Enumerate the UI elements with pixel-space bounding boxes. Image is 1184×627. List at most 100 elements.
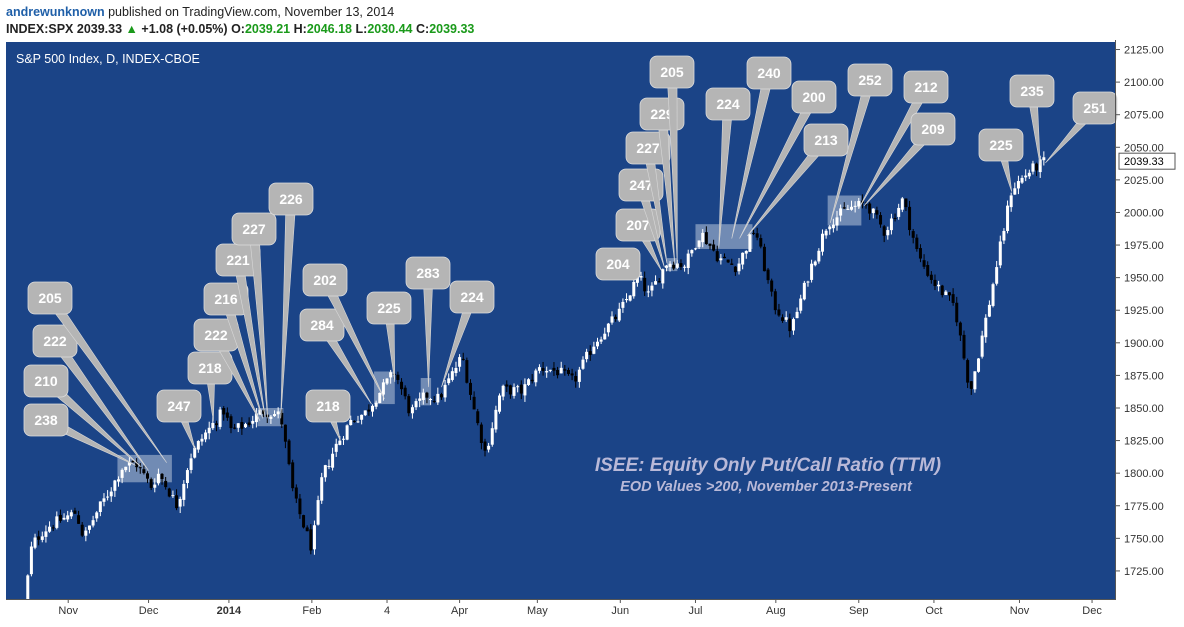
candle-body: [911, 231, 915, 238]
callout-bubble: [268, 182, 314, 216]
candle-body: [218, 409, 222, 427]
price-chart[interactable]: 238 210 222 205 247 218 222 216 221 227 226 218 284 2…: [0, 40, 1184, 627]
last-price-marker: 2039.33: [1118, 152, 1176, 170]
candle-body: [193, 447, 197, 458]
candle-body: [273, 414, 277, 417]
candle-body: [679, 263, 683, 267]
candle-body: [283, 424, 287, 442]
callout-bubble: [910, 112, 956, 146]
candle-body: [628, 295, 632, 301]
open-label: O:: [231, 22, 245, 36]
callout-bubble: [595, 247, 641, 281]
candle-body: [131, 460, 135, 463]
candle-body: [795, 311, 799, 319]
callout-bubble: [23, 403, 69, 437]
y-tick-label: 1925.00: [1124, 305, 1164, 317]
candle-body: [864, 204, 868, 206]
candle-body: [737, 263, 741, 272]
callout-bubble: [1072, 91, 1118, 125]
author-link[interactable]: andrewunknown: [6, 5, 105, 19]
candle-body: [802, 282, 806, 300]
candle-body: [222, 408, 226, 415]
low-label: L:: [355, 22, 368, 36]
callout: 251: [1045, 91, 1118, 164]
published-text: published on TradingView.com, November 1…: [108, 5, 395, 19]
candle-body: [715, 251, 719, 262]
candle-body: [868, 203, 872, 214]
candle-body: [1027, 172, 1031, 177]
candle-body: [352, 420, 356, 422]
candle-body: [806, 281, 810, 283]
callout: 227: [625, 131, 671, 264]
candle-body: [570, 373, 574, 376]
callout: 218: [305, 389, 351, 441]
candle-body: [759, 238, 763, 247]
candle-body: [766, 269, 770, 281]
candle-body: [305, 527, 309, 532]
candle-body: [813, 261, 817, 266]
candle-body: [755, 233, 759, 238]
open-value: 2039.21: [244, 22, 291, 36]
y-tick-label: 1800.00: [1124, 468, 1164, 480]
callout-label: 226: [279, 191, 303, 207]
candle-body: [429, 398, 433, 400]
callout: 283: [405, 256, 451, 388]
y-axis: 1725.00 1750.00 1775.00 1800.00 1825.00 1850.…: [1115, 40, 1164, 600]
candle-body: [857, 200, 861, 207]
callouts: 238 210 222 205 247 218 222 216 221 227 226 218 284 2…: [23, 55, 1118, 471]
candle-body: [574, 376, 578, 382]
candle-body: [610, 316, 614, 323]
callout-label: 216: [214, 291, 238, 307]
callout-bubble: [746, 56, 792, 90]
candle-body: [704, 232, 708, 245]
callout-label: 283: [416, 265, 440, 281]
candle-body: [871, 208, 875, 214]
candle-body: [468, 382, 472, 395]
callout: 238: [23, 403, 136, 466]
candle-body: [523, 384, 527, 396]
candle-body: [697, 240, 701, 247]
candle-body: [472, 396, 476, 410]
candle-body: [773, 291, 777, 311]
candle-body: [461, 358, 465, 360]
annotation-title: ISEE: Equity Only Put/Call Ratio (TTM): [595, 455, 941, 476]
candle-body: [269, 416, 273, 419]
candle-body: [225, 412, 229, 418]
candle-body: [91, 520, 95, 526]
candle-body: [973, 371, 977, 390]
candle-body: [505, 384, 509, 387]
low-value: 2030.44: [367, 22, 413, 36]
callout: 210: [23, 364, 141, 467]
x-tick-label: Oct: [925, 605, 942, 617]
callout: 216: [203, 282, 263, 419]
candle-body: [120, 469, 124, 478]
callout: 204: [595, 247, 641, 281]
candle-body: [541, 368, 545, 371]
callout-label: 251: [1083, 100, 1107, 116]
publish-line: andrewunknown published on TradingView.c…: [6, 5, 394, 19]
callout-label: 225: [377, 300, 401, 316]
candle-body: [62, 517, 66, 520]
high-label: H:: [293, 22, 307, 36]
candle-body: [577, 369, 581, 382]
candle-body: [534, 370, 538, 383]
callout-bubble: [847, 63, 893, 97]
candle-body: [918, 248, 922, 259]
candle-body: [40, 536, 44, 540]
x-tick-label: May: [527, 605, 548, 617]
candle-body: [922, 260, 926, 267]
candle-body: [962, 334, 966, 359]
callout-label: 240: [757, 65, 781, 81]
candle-body: [690, 250, 694, 254]
candle-body: [926, 265, 930, 276]
candle-body: [1024, 175, 1028, 178]
candle-body: [287, 440, 291, 465]
candle-body: [302, 515, 306, 528]
callout-bubble: [405, 256, 451, 290]
callout-bubble: [305, 389, 351, 423]
candle-body: [338, 440, 342, 445]
callout-bubble: [903, 70, 949, 104]
candle-body: [48, 526, 52, 532]
candle-body: [654, 281, 658, 285]
y-tick-label: 1975.00: [1124, 240, 1164, 252]
